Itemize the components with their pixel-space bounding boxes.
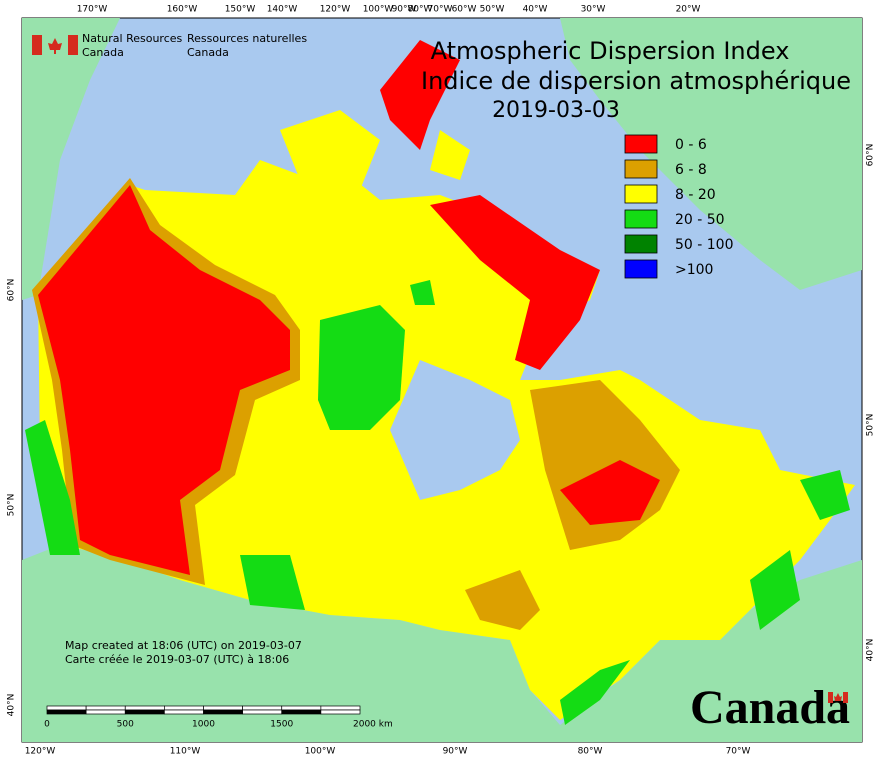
agency-name-en: Canada xyxy=(82,46,124,59)
graticule-label-top: 90°W xyxy=(392,5,417,15)
legend-swatch xyxy=(624,184,658,204)
graticule-label-top: 50°W xyxy=(480,5,505,15)
zone-0-6-west xyxy=(38,185,290,575)
graticule-label-bottom: 70°W xyxy=(726,747,751,757)
graticule-label-top: 150°W xyxy=(225,5,256,15)
graticule-label-top: 170°W xyxy=(77,5,108,15)
united-states xyxy=(22,545,862,742)
graticule-label-right: 50°N xyxy=(866,414,876,437)
legend-label: >100 xyxy=(675,262,713,278)
graticule-label-left: 60°N xyxy=(7,279,17,302)
scale-bar-segment xyxy=(124,709,165,715)
zone-6-8-ontario xyxy=(465,570,540,630)
scale-bar-segment xyxy=(85,709,126,715)
graticule-label-right: 40°N xyxy=(866,639,876,662)
legend-label: 0 - 6 xyxy=(675,137,707,153)
legend-swatch xyxy=(624,134,658,154)
wordmark-flag xyxy=(828,692,848,703)
hudson-bay xyxy=(390,360,520,500)
graticule-label-top: 30°W xyxy=(581,5,606,15)
graticule-label-top: 140°W xyxy=(267,5,298,15)
graticule-label-top: 40°W xyxy=(523,5,548,15)
scale-bar-label: 500 xyxy=(117,720,134,730)
agency-name-fr: Ressources naturelles xyxy=(187,32,307,45)
maple-leaf xyxy=(834,693,842,701)
title-fr: Indice de dispersion atmosphérique xyxy=(421,67,851,95)
flag-bar xyxy=(32,35,42,55)
agency-name-fr: Canada xyxy=(187,46,229,59)
scale-bar-segment xyxy=(242,709,283,715)
zone-20-50-central xyxy=(318,305,405,430)
scale-bar-segment xyxy=(320,705,361,711)
scale-bar-segment xyxy=(281,709,322,715)
legend-label: 50 - 100 xyxy=(675,237,734,253)
graticule-label-bottom: 90°W xyxy=(443,747,468,757)
legend-swatch xyxy=(624,234,658,254)
scale-bar-label: 2000 km xyxy=(353,720,393,730)
scale-bar-segment xyxy=(203,705,243,711)
legend-label: 8 - 20 xyxy=(675,187,716,203)
scale-bar-label: 1500 xyxy=(270,720,293,730)
arctic-islands xyxy=(235,110,470,270)
legend-swatch xyxy=(624,159,658,179)
scale-bar-label: 0 xyxy=(44,720,50,730)
graticule-label-left: 40°N xyxy=(7,694,17,717)
wordmark: Canada xyxy=(690,681,850,734)
graticule-label-top: 60°W xyxy=(452,5,477,15)
scale-bar-segment xyxy=(320,709,361,715)
graticule-label-top: 160°W xyxy=(167,5,198,15)
graticule-label-left: 50°N xyxy=(7,494,17,517)
alaska xyxy=(22,18,120,300)
scale-bar-segment xyxy=(85,705,126,711)
flag-bar xyxy=(68,35,78,55)
zone-0-6-ellesmere xyxy=(380,40,460,150)
title-en: Atmospheric Dispersion Index xyxy=(431,37,790,65)
title-date: 2019-03-03 xyxy=(492,98,620,123)
scale-bar-segment xyxy=(46,709,87,715)
scale-bar-segment xyxy=(46,705,87,711)
legend-label: 6 - 8 xyxy=(675,162,707,178)
graticule-label-top: 120°W xyxy=(320,5,351,15)
scale-bar-segment xyxy=(203,709,243,715)
legend-swatch xyxy=(624,209,658,229)
graticule-label-top: 20°W xyxy=(676,5,701,15)
scale-bar-segment xyxy=(281,705,322,711)
agency-name-en: Natural Resources xyxy=(82,32,183,45)
scale-bar-segment xyxy=(242,705,283,711)
greenland xyxy=(560,18,862,290)
scale-bar-segment xyxy=(124,705,165,711)
scale-bar-label: 1000 xyxy=(192,720,215,730)
graticule-label-bottom: 100°W xyxy=(305,747,336,757)
graticule-label-bottom: 80°W xyxy=(578,747,603,757)
zone-0-6-baffin xyxy=(430,195,600,370)
credit-line: Carte créée le 2019-03-07 (UTC) à 18:06 xyxy=(65,653,289,666)
flag-bar xyxy=(828,692,833,703)
zone-0-6-quebec xyxy=(560,460,660,525)
maple-leaf xyxy=(48,38,62,54)
land xyxy=(22,18,862,742)
graticule-label-top: 70°W xyxy=(428,5,453,15)
graticule-label-top: 100°W xyxy=(363,5,394,15)
graticule-label-bottom: 110°W xyxy=(170,747,201,757)
flag-bar xyxy=(843,692,848,703)
graticule-label-right: 60°N xyxy=(866,144,876,167)
graticule-label-top: 80°W xyxy=(408,5,433,15)
legend-swatch xyxy=(624,259,658,279)
legend-label: 20 - 50 xyxy=(675,212,725,228)
credit-line: Map created at 18:06 (UTC) on 2019-03-07 xyxy=(65,639,302,652)
scale-bar-segment xyxy=(164,705,204,711)
graticule-label-bottom: 120°W xyxy=(25,747,56,757)
scale-bar-segment xyxy=(164,709,204,715)
agency-logo xyxy=(32,35,78,55)
graticule: 170°W 160°W 150°W 140°W 120°W 100°W90°W80°W70… xyxy=(7,5,876,757)
